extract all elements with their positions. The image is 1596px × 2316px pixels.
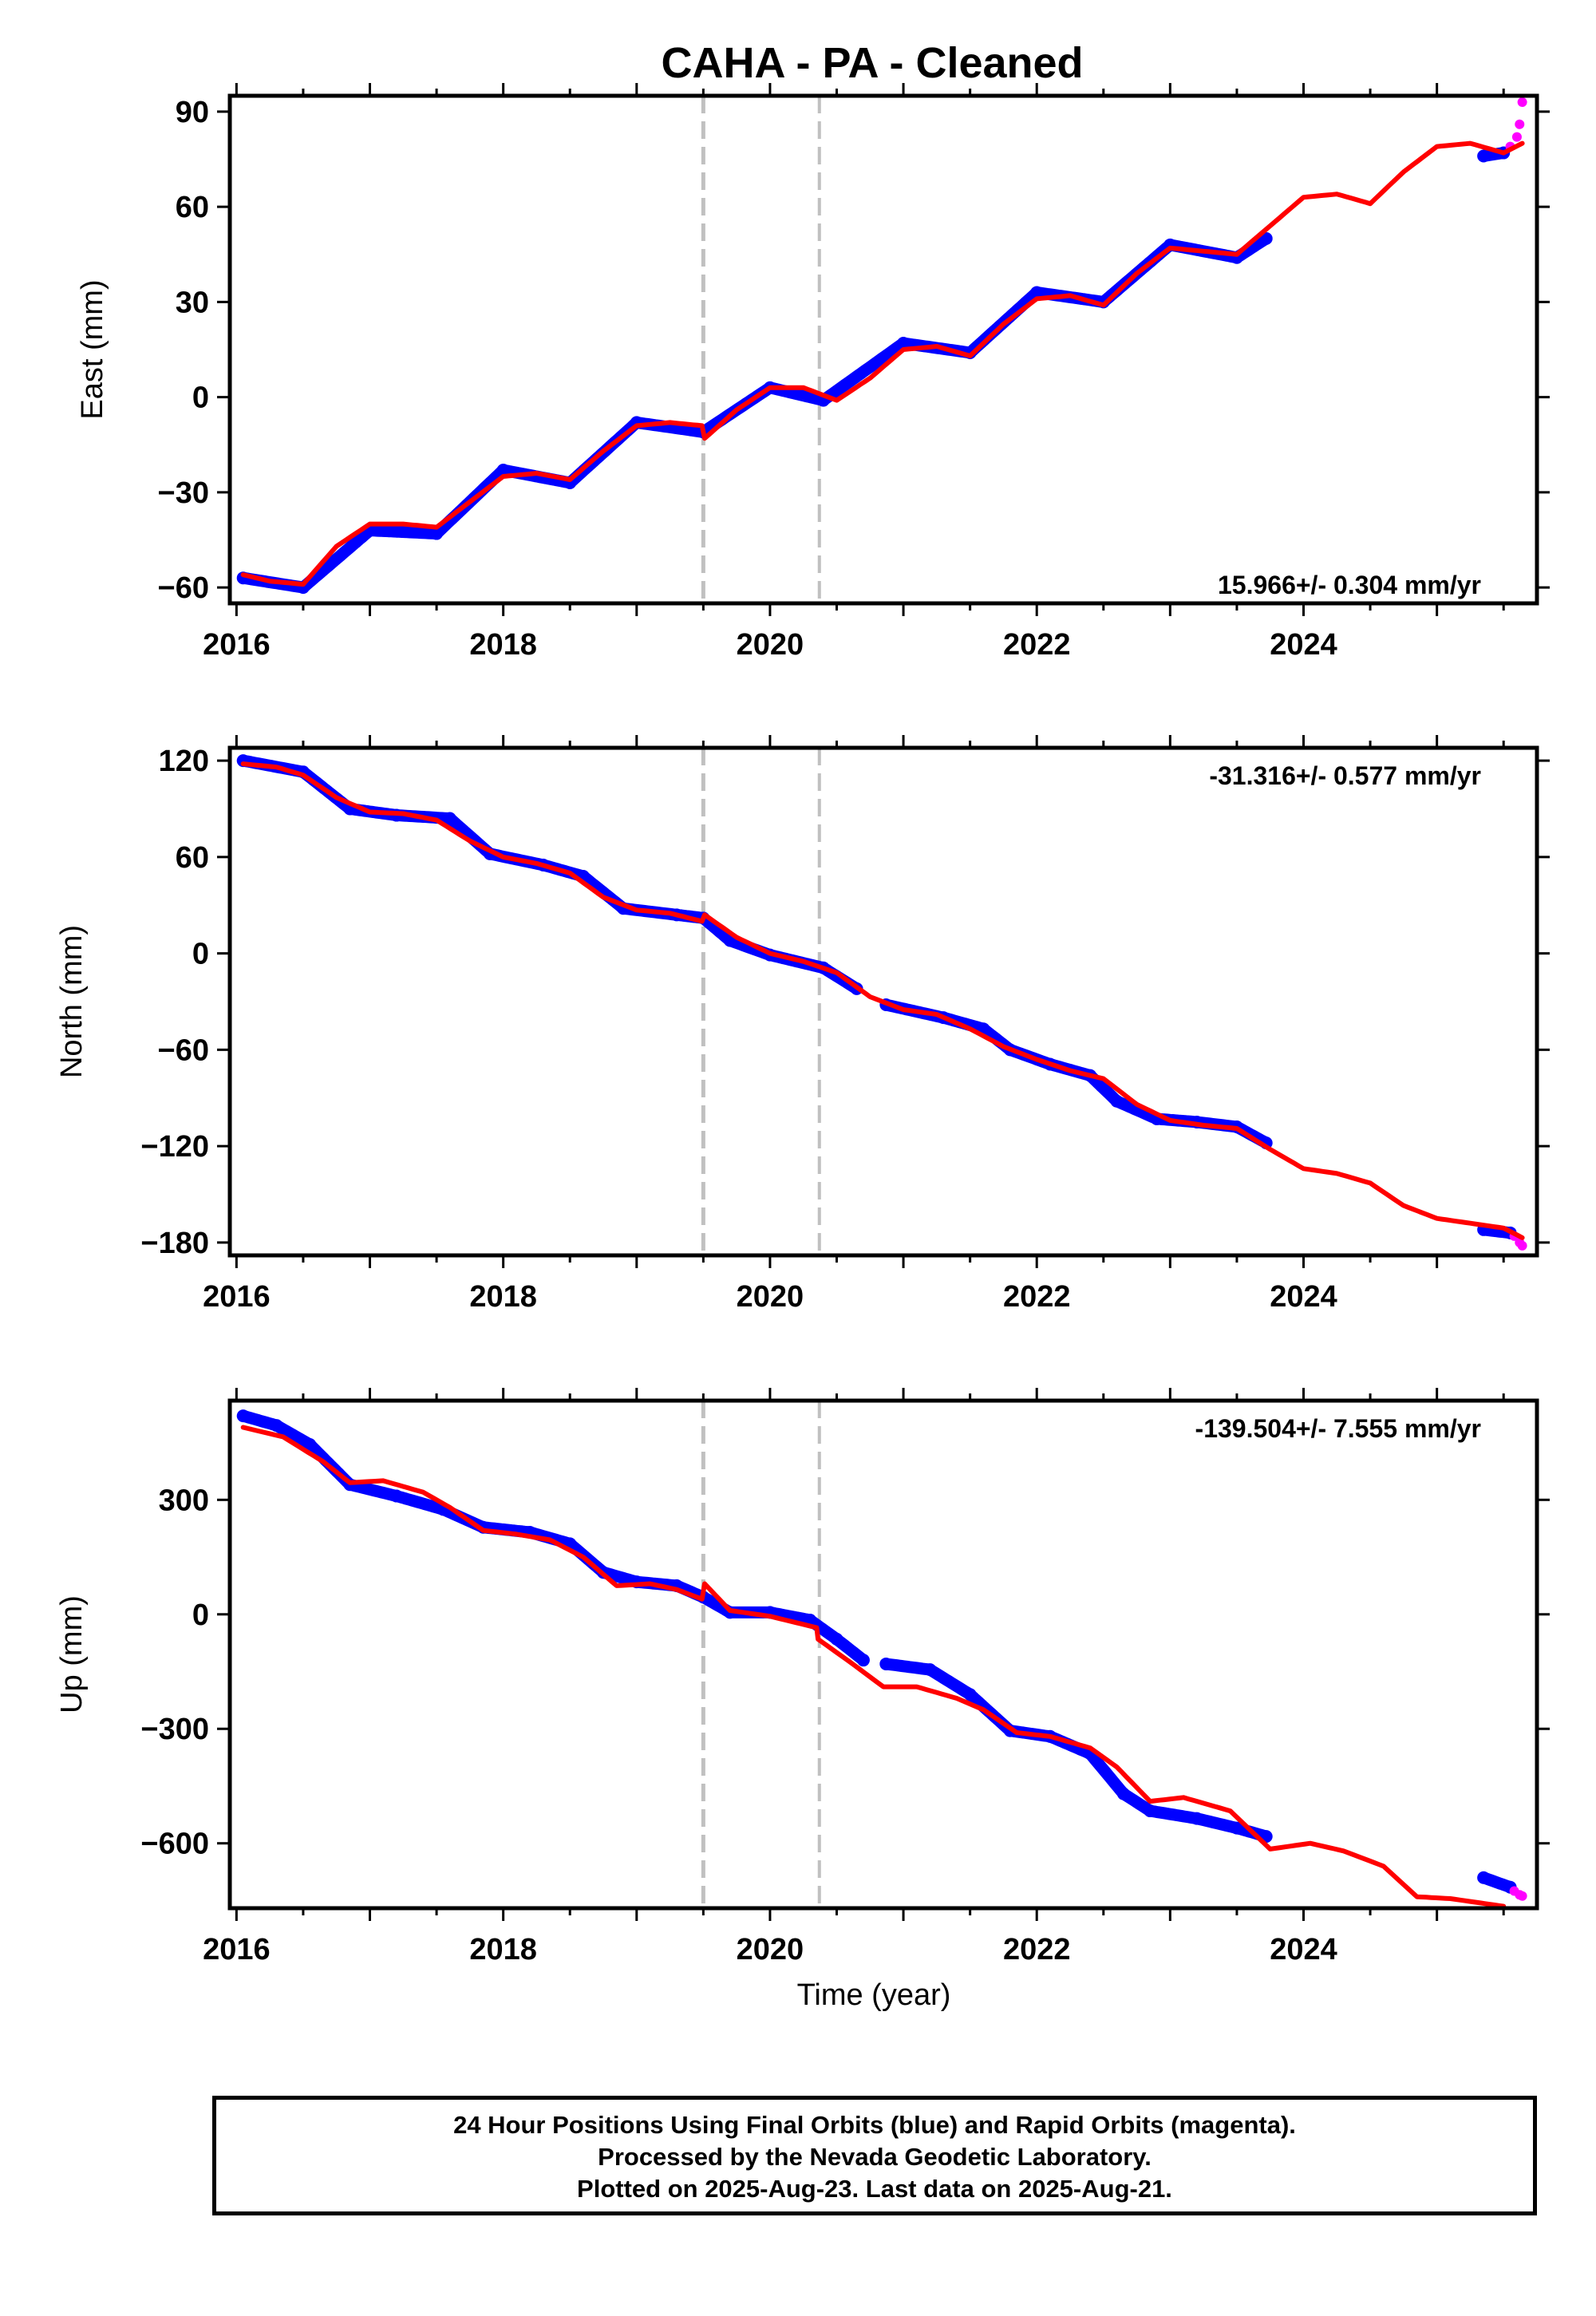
x-tick-label: 2020	[737, 628, 804, 662]
final-orbit-point	[270, 1419, 283, 1433]
final-orbit-point	[430, 527, 444, 540]
final-orbit-point	[963, 1688, 977, 1701]
final-orbit-point	[1144, 1804, 1157, 1818]
final-orbit-band	[879, 1658, 1273, 1843]
y-axis-label: North (mm)	[55, 925, 89, 1078]
final-orbit-point	[443, 812, 456, 825]
y-tick-label: 300	[159, 1484, 209, 1517]
final-orbit-point	[923, 1663, 937, 1677]
y-tick-label: −600	[140, 1828, 209, 1861]
x-tick-label: 2020	[737, 1280, 804, 1314]
y-tick-label: 60	[176, 191, 209, 224]
footer-line-1: 24 Hour Positions Using Final Orbits (bl…	[453, 2111, 1296, 2139]
x-tick-label: 2016	[203, 1280, 271, 1314]
rate-annotation: 15.966+/- 0.304 mm/yr	[1218, 571, 1481, 599]
y-tick-label: 120	[159, 745, 209, 778]
model-fit-line	[240, 140, 1525, 587]
x-tick-label: 2022	[1003, 1933, 1071, 1966]
x-tick-label: 2024	[1270, 1933, 1337, 1966]
final-orbit-point	[389, 1489, 403, 1503]
panel-east: 2016 2018 2020 2022 2024 −60 −30 0 30 60 90 East (m…	[76, 83, 1550, 662]
final-orbit-point	[1030, 286, 1044, 299]
final-orbit-point	[1116, 1787, 1130, 1800]
x-tick-label: 2024	[1270, 1280, 1337, 1314]
footer-line-3: Plotted on 2025-Aug-23. Last data on 202…	[577, 2175, 1172, 2203]
panel-north: 2016 2018 2020 2022 2024 −180 −120 −60 0 60 120 Nor…	[55, 735, 1550, 1314]
x-tick-label: 2016	[203, 1933, 271, 1966]
y-tick-label: 30	[176, 286, 209, 319]
rapid-orbit-point	[1517, 1891, 1527, 1901]
final-orbit-point	[830, 1632, 843, 1646]
final-orbit-point	[879, 1657, 893, 1670]
y-tick-label: 0	[192, 1599, 209, 1632]
plot-frame	[227, 1398, 1539, 1911]
rate-annotation: -139.504+/- 7.555 mm/yr	[1195, 1414, 1481, 1443]
final-orbit-band	[237, 1409, 870, 1666]
model-fit-line	[240, 1425, 1507, 1908]
y-tick-label: 60	[176, 841, 209, 875]
y-tick-label: −60	[158, 1034, 209, 1067]
final-orbit-point	[1259, 231, 1273, 245]
plot-frame	[227, 93, 1539, 606]
rapid-orbit-point	[1511, 132, 1522, 142]
panel-up: 2016 2018 2020 2022 2024 −600 −300 0 300 Up (mm) -…	[55, 1388, 1550, 1966]
rate-annotation: -31.316+/- 0.577 mm/yr	[1209, 761, 1481, 790]
plot-frame	[227, 745, 1539, 1258]
x-tick-label: 2018	[469, 628, 537, 662]
data-series-group	[236, 754, 1527, 1251]
x-tick-label: 2016	[203, 628, 271, 662]
final-orbit-point	[1477, 149, 1491, 163]
rapid-orbit-point	[1517, 97, 1527, 107]
y-axis-label: Up (mm)	[55, 1595, 89, 1713]
final-orbit-point	[897, 337, 911, 350]
final-orbit-point	[1477, 1871, 1491, 1884]
final-orbit-point	[1190, 1812, 1203, 1825]
footer-line-2: Processed by the Nevada Geodetic Laborat…	[598, 2143, 1152, 2171]
model-fit-line	[240, 761, 1525, 1240]
x-tick-label: 2018	[469, 1280, 537, 1314]
y-tick-label: 0	[192, 381, 209, 415]
y-tick-label: 90	[176, 96, 209, 129]
y-tick-label: −180	[140, 1227, 209, 1260]
data-series-group	[236, 97, 1527, 595]
final-orbit-point	[496, 464, 510, 477]
data-series-group	[236, 1409, 1527, 1908]
y-tick-label: −300	[140, 1713, 209, 1746]
y-tick-label: 0	[192, 938, 209, 971]
processing-info-box: 24 Hour Positions Using Final Orbits (bl…	[212, 2096, 1537, 2215]
y-axis-label: East (mm)	[76, 279, 109, 419]
rapid-orbit-point	[1517, 1240, 1527, 1251]
final-orbit-band	[237, 232, 1273, 594]
rapid-orbit-point	[1515, 119, 1525, 129]
y-tick-label: −120	[140, 1130, 209, 1164]
x-tick-label: 2020	[737, 1933, 804, 1966]
y-tick-label: −30	[158, 476, 209, 510]
final-orbit-point	[236, 1409, 250, 1423]
chart-title: CAHA - PA - Cleaned	[661, 39, 1083, 87]
y-tick-label: −60	[158, 571, 209, 605]
x-axis-label: Time (year)	[797, 1978, 951, 2012]
final-orbit-point	[856, 1654, 870, 1667]
x-tick-label: 2018	[469, 1933, 537, 1966]
final-orbit-point	[303, 1437, 317, 1451]
x-tick-label: 2024	[1270, 628, 1337, 662]
final-orbit-point	[1230, 1821, 1243, 1835]
final-orbit-point	[1110, 1094, 1124, 1108]
x-tick-label: 2022	[1003, 628, 1071, 662]
x-tick-label: 2022	[1003, 1280, 1071, 1314]
